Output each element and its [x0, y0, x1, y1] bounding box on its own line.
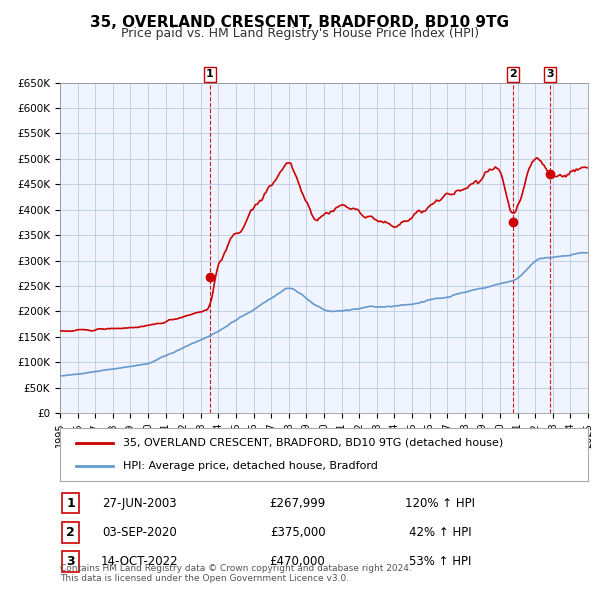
Text: 3: 3	[546, 69, 554, 79]
Text: 42% ↑ HPI: 42% ↑ HPI	[409, 526, 472, 539]
Text: 14-OCT-2022: 14-OCT-2022	[100, 555, 178, 568]
Text: 1: 1	[66, 497, 75, 510]
Text: £470,000: £470,000	[270, 555, 325, 568]
Text: Contains HM Land Registry data © Crown copyright and database right 2024.
This d: Contains HM Land Registry data © Crown c…	[60, 563, 412, 583]
Text: 03-SEP-2020: 03-SEP-2020	[102, 526, 176, 539]
Text: Price paid vs. HM Land Registry's House Price Index (HPI): Price paid vs. HM Land Registry's House …	[121, 27, 479, 40]
Text: 27-JUN-2003: 27-JUN-2003	[102, 497, 176, 510]
Text: £267,999: £267,999	[269, 497, 326, 510]
Text: 3: 3	[66, 555, 75, 568]
Text: £375,000: £375,000	[270, 526, 325, 539]
Text: 1: 1	[206, 69, 214, 79]
Text: 35, OVERLAND CRESCENT, BRADFORD, BD10 9TG (detached house): 35, OVERLAND CRESCENT, BRADFORD, BD10 9T…	[124, 438, 503, 448]
Text: 35, OVERLAND CRESCENT, BRADFORD, BD10 9TG: 35, OVERLAND CRESCENT, BRADFORD, BD10 9T…	[91, 15, 509, 30]
Text: 2: 2	[66, 526, 75, 539]
Text: 2: 2	[509, 69, 517, 79]
Text: HPI: Average price, detached house, Bradford: HPI: Average price, detached house, Brad…	[124, 461, 378, 471]
Text: 120% ↑ HPI: 120% ↑ HPI	[405, 497, 475, 510]
Text: 53% ↑ HPI: 53% ↑ HPI	[409, 555, 472, 568]
